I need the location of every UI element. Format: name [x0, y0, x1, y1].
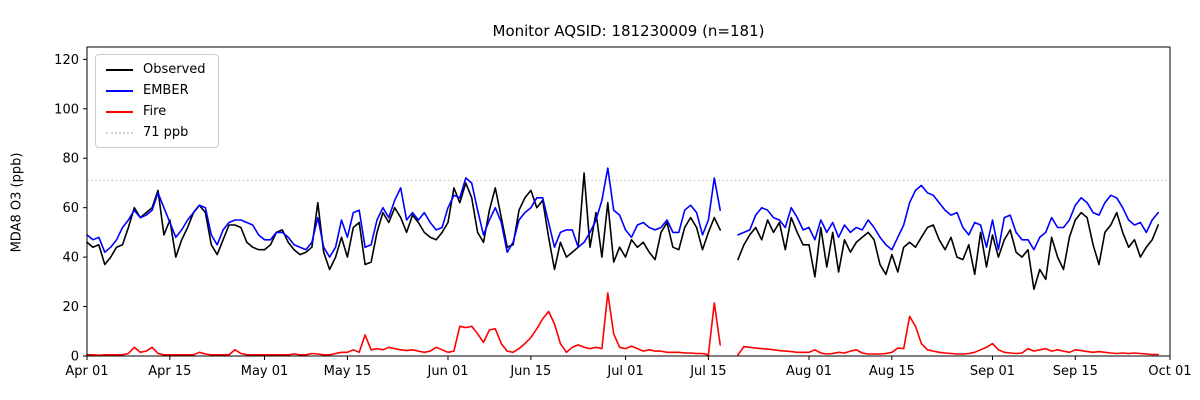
x-tick-label: May 01	[241, 364, 289, 379]
ember-line-swatch	[106, 89, 133, 92]
legend-label: Fire	[143, 104, 167, 119]
x-tick-label: Apr 15	[148, 364, 191, 379]
x-tick-label: Jul 01	[606, 364, 643, 379]
x-tick-label: Oct 01	[1148, 364, 1191, 379]
x-tick-label: Jul 15	[689, 364, 726, 379]
y-tick-label: 120	[54, 53, 79, 68]
x-tick-label: Jun 01	[427, 364, 469, 379]
series-line-ember	[86, 167, 1159, 258]
y-tick-label: 80	[62, 152, 79, 167]
legend-item-threshold: 71 ppb	[106, 125, 206, 140]
x-tick-label: Aug 15	[869, 364, 915, 379]
x-tick-label: Jun 15	[509, 364, 551, 379]
y-tick-label: 60	[62, 201, 79, 216]
series-line-fire	[86, 292, 1159, 357]
legend-item-ember: EMBER	[106, 83, 206, 98]
legend-item-observed: Observed	[106, 62, 206, 77]
legend: Observed EMBER Fire 71 ppb	[95, 54, 219, 148]
legend-item-fire: Fire	[106, 104, 206, 119]
x-tick-label: Sep 15	[1053, 364, 1098, 379]
fire-line-swatch	[106, 110, 133, 113]
legend-label: 71 ppb	[143, 125, 189, 140]
x-tick-label: Apr 01	[65, 364, 108, 379]
y-tick-label: 0	[71, 350, 79, 365]
chart-title: Monitor AQSID: 181230009 (n=181)	[492, 22, 765, 40]
y-tick-label: 20	[62, 300, 79, 315]
x-tick-label: Sep 01	[970, 364, 1015, 379]
plot-border	[86, 46, 1171, 357]
series-line-observed	[86, 172, 1159, 291]
x-tick-label: May 15	[324, 364, 372, 379]
y-tick-label: 40	[62, 251, 79, 266]
threshold-line-swatch	[106, 131, 133, 134]
legend-label: Observed	[143, 62, 206, 77]
observed-line-swatch	[106, 68, 133, 71]
legend-label: EMBER	[143, 83, 189, 98]
y-tick-label: 100	[54, 102, 79, 117]
x-tick-label: Aug 01	[786, 364, 832, 379]
